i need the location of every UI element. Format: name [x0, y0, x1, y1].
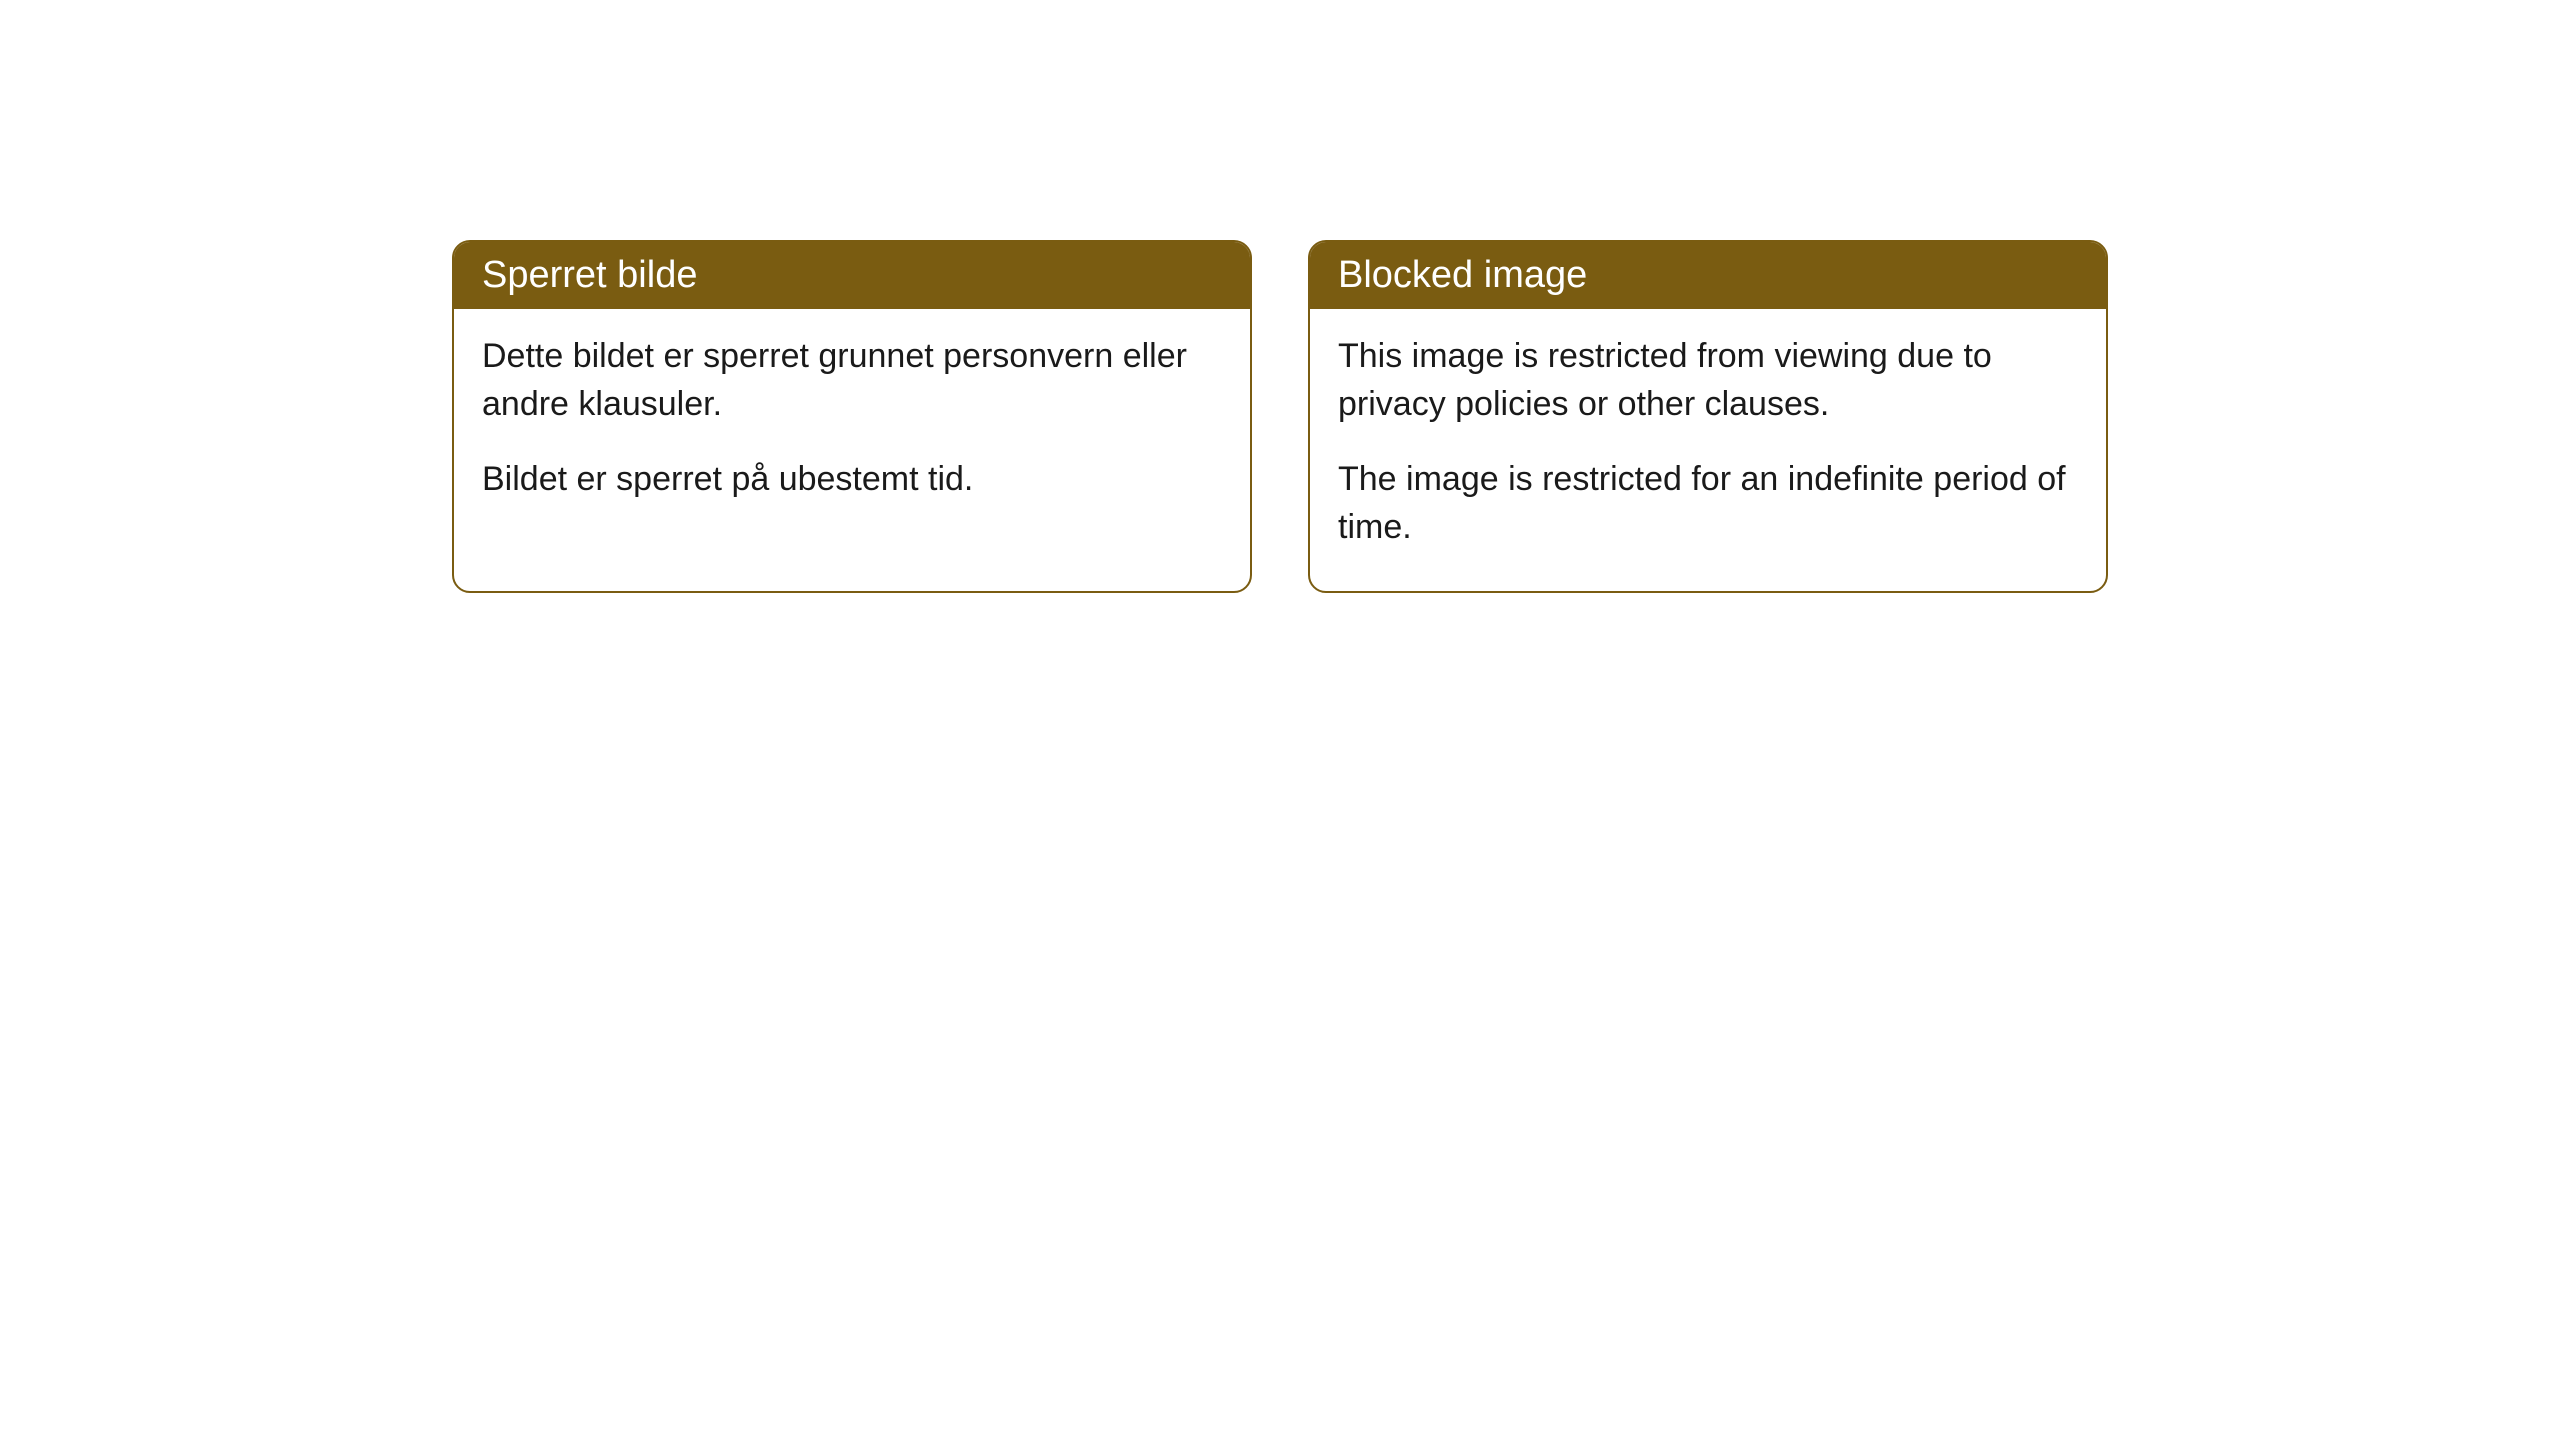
- card-body-norwegian: Dette bildet er sperret grunnet personve…: [454, 309, 1250, 544]
- card-paragraph-1: Dette bildet er sperret grunnet personve…: [482, 333, 1222, 428]
- card-norwegian: Sperret bilde Dette bildet er sperret gr…: [452, 240, 1252, 593]
- card-paragraph-2: The image is restricted for an indefinit…: [1338, 456, 2078, 551]
- cards-container: Sperret bilde Dette bildet er sperret gr…: [0, 240, 2560, 593]
- card-english: Blocked image This image is restricted f…: [1308, 240, 2108, 593]
- card-body-english: This image is restricted from viewing du…: [1310, 309, 2106, 591]
- card-paragraph-1: This image is restricted from viewing du…: [1338, 333, 2078, 428]
- card-paragraph-2: Bildet er sperret på ubestemt tid.: [482, 456, 1222, 504]
- card-header-english: Blocked image: [1310, 242, 2106, 309]
- card-header-norwegian: Sperret bilde: [454, 242, 1250, 309]
